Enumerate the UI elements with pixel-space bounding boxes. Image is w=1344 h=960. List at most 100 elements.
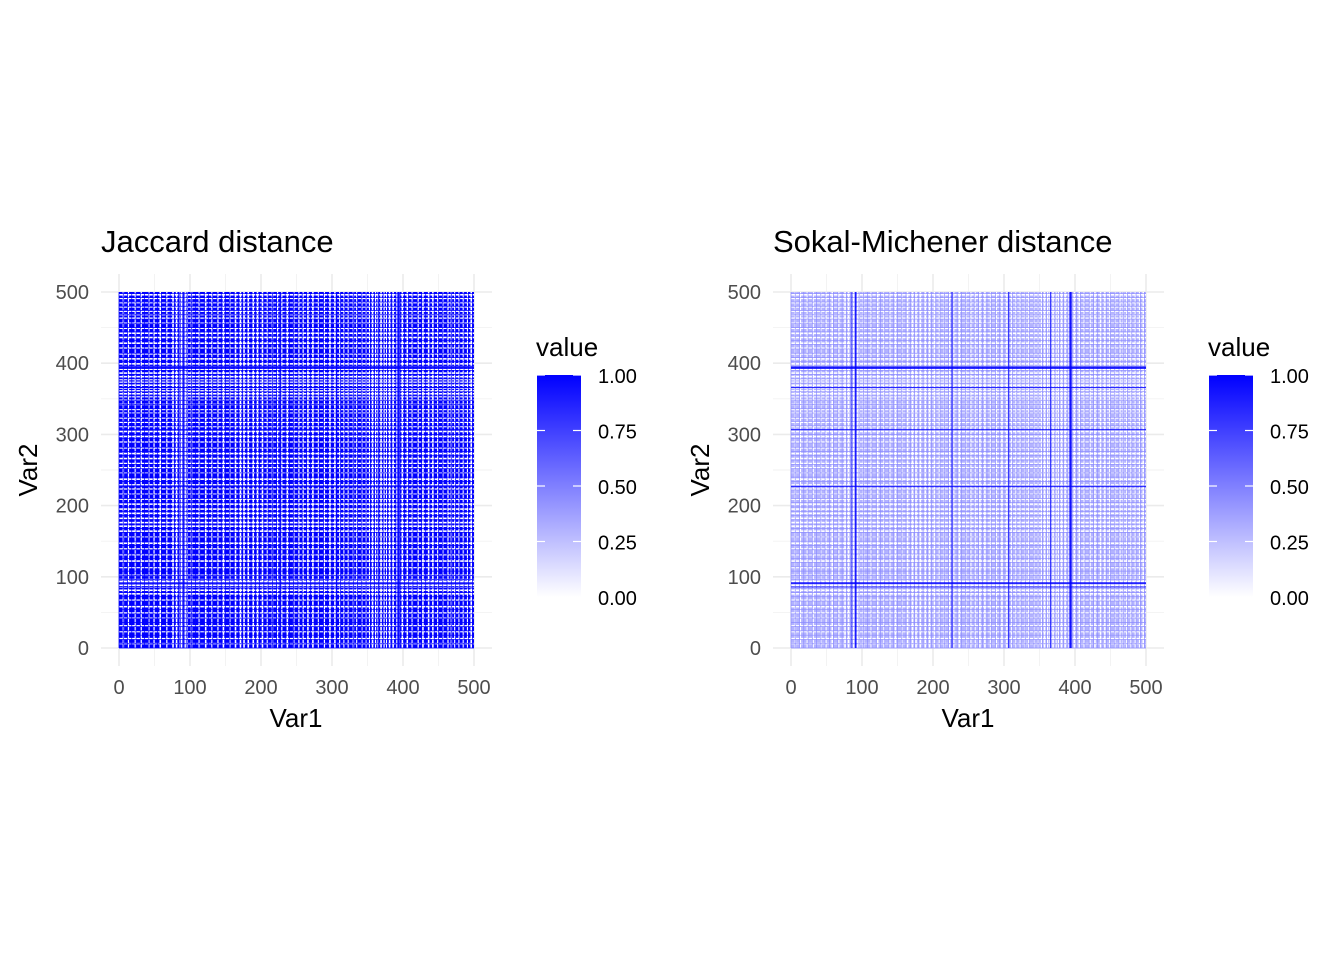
heatmap-low-column — [134, 292, 137, 648]
legend-tick-label: 0.25 — [1270, 533, 1309, 555]
heatmap-low-column — [1104, 292, 1106, 648]
heatmap-low-column — [870, 292, 873, 648]
heatmap-low-row — [119, 599, 474, 602]
heatmap-high-row — [119, 367, 474, 369]
heatmap-low-column — [454, 292, 456, 648]
heatmap-low-row — [791, 441, 1146, 443]
heatmap-cell-block — [119, 292, 474, 648]
heatmap-low-row — [791, 421, 1146, 424]
heatmap-low-row — [119, 390, 474, 392]
heatmap-low-row — [791, 605, 1146, 608]
legend-tick-label: 0.00 — [598, 588, 637, 610]
heatmap-high-row — [791, 586, 1146, 588]
heatmap-low-column — [1052, 292, 1054, 648]
heatmap-low-row — [119, 548, 474, 550]
x-tick-label: 400 — [1058, 677, 1091, 699]
heatmap-low-row — [119, 605, 474, 608]
heatmap-low-column — [256, 292, 259, 648]
heatmap-low-column — [406, 292, 409, 648]
x-tick-label: 500 — [457, 677, 490, 699]
heatmap-low-column — [383, 292, 385, 648]
heatmap-low-row — [119, 525, 474, 527]
x-tick-label: 100 — [845, 677, 878, 699]
heatmap-low-row — [791, 408, 1146, 411]
heatmap-low-row — [791, 384, 1146, 386]
heatmap-low-row — [119, 353, 474, 355]
panel-jaccard: Jaccard distance 0 100 200 300 400 500 0 100 20… — [13, 224, 637, 733]
heatmap-low-column — [1043, 292, 1046, 648]
heatmap-low-row — [791, 548, 1146, 550]
heatmap-low-column — [462, 292, 465, 648]
heatmap-low-column — [1109, 292, 1111, 648]
heatmap-low-row — [791, 530, 1146, 532]
heatmap-low-column — [317, 292, 320, 648]
heatmap-low-row — [791, 560, 1146, 562]
heatmap-low-row — [791, 625, 1146, 627]
heatmap-low-column — [952, 292, 955, 648]
heatmap-low-column — [1006, 292, 1008, 648]
heatmap-low-row — [791, 589, 1146, 592]
heatmap-low-row — [119, 375, 474, 378]
heatmap-low-row — [119, 392, 474, 395]
heatmap-low-column — [276, 292, 279, 648]
heatmap-low-column — [799, 292, 802, 648]
heatmap-low-row — [791, 317, 1146, 320]
heatmap-low-column — [395, 292, 398, 648]
heatmap-high-column — [851, 292, 853, 648]
heatmap-high-column — [951, 292, 953, 648]
y-tick-label: 0 — [78, 638, 89, 660]
heatmap-low-column — [1067, 292, 1070, 648]
y-tick-label: 400 — [728, 353, 761, 375]
heatmap-low-row — [791, 498, 1146, 500]
heatmap-low-row — [119, 462, 474, 465]
heatmap-low-column — [1015, 292, 1017, 648]
heatmap-low-column — [280, 292, 283, 648]
heatmap-low-row — [119, 467, 474, 469]
heatmap-low-row — [791, 363, 1146, 365]
heatmap-low-row — [119, 336, 474, 339]
heatmap-low-column — [368, 292, 371, 648]
heatmap-low-row — [119, 317, 474, 320]
panel-sokal-michener: Sokal-Michener distance 0 100 200 300 400 500… — [685, 224, 1309, 733]
heatmap-low-row — [791, 306, 1146, 308]
heatmap-high-column — [378, 292, 380, 648]
heatmap-low-row — [119, 395, 474, 398]
y-tick-label: 200 — [56, 496, 89, 518]
heatmap-low-column — [812, 292, 814, 648]
y-tick-label: 400 — [56, 353, 89, 375]
heatmap-high-row — [791, 387, 1146, 389]
x-axis-title: Var1 — [942, 703, 995, 733]
heatmap-low-column — [1001, 292, 1003, 648]
heatmap-low-column — [894, 292, 897, 648]
y-axis-title: Var2 — [685, 444, 715, 497]
heatmap-low-row — [791, 430, 1146, 433]
heatmap-low-column — [1134, 292, 1137, 648]
heatmap-low-column — [286, 292, 289, 648]
heatmap-low-row — [791, 417, 1146, 419]
heatmap-low-row — [119, 542, 474, 545]
heatmap-low-row — [119, 625, 474, 627]
heatmap-low-column — [417, 292, 419, 648]
heatmap-low-row — [119, 332, 474, 335]
heatmap-low-row — [119, 358, 474, 360]
heatmap-low-row — [791, 512, 1146, 515]
heatmap-low-row — [119, 484, 474, 486]
heatmap-low-column — [347, 292, 350, 648]
heatmap-high-column — [336, 292, 338, 648]
heatmap-low-column — [938, 292, 941, 648]
heatmap-low-row — [791, 580, 1146, 583]
heatmap-low-row — [119, 347, 474, 349]
heatmap-low-column — [837, 292, 840, 648]
heatmap-low-row — [791, 336, 1146, 339]
legend-tick-label: 1.00 — [1270, 366, 1309, 388]
heatmap-low-column — [159, 292, 162, 648]
heatmap-low-row — [791, 372, 1146, 374]
heatmap-low-row — [119, 637, 474, 640]
heatmap-low-column — [1099, 292, 1102, 648]
y-tick-label: 500 — [728, 282, 761, 304]
heatmap-low-row — [119, 488, 474, 490]
legend-title: value — [1208, 332, 1270, 362]
heatmap-low-row — [119, 408, 474, 411]
heatmap-low-column — [247, 292, 250, 648]
